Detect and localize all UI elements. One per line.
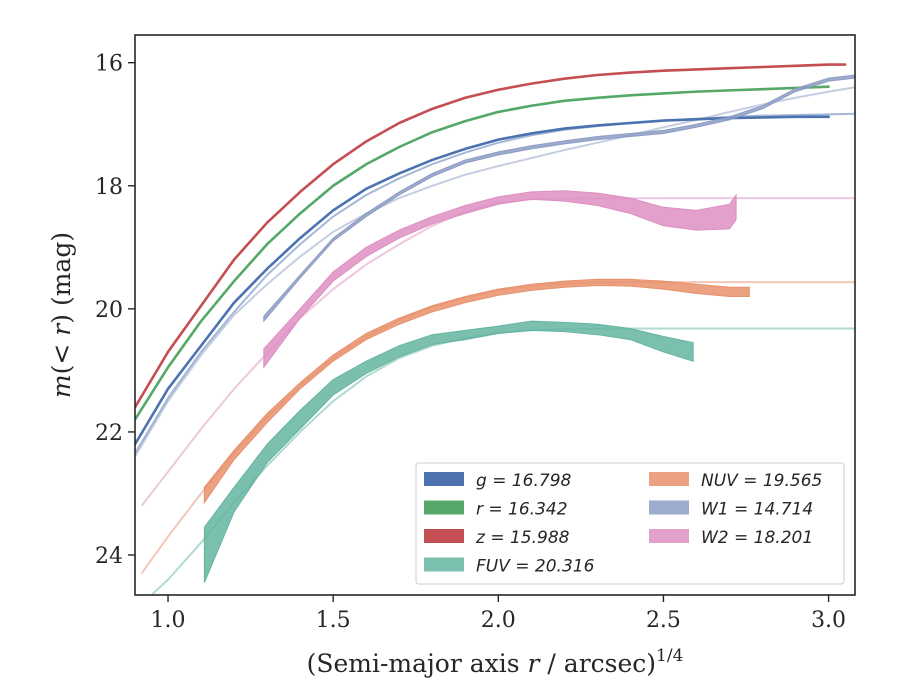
x-tick-label: 2.5 (646, 608, 681, 633)
legend-swatch-fuv (424, 557, 464, 572)
x-axis-label: (Semi-major axis r / arcsec)1/4 (307, 646, 684, 678)
legend-label-nuv: NUV = 19.565 (701, 471, 822, 491)
legend: g = 16.798 r = 16.342 z = 15.988 FUV = 20.3… (415, 462, 845, 585)
legend-swatch-w2 (649, 529, 689, 543)
y-tick-label: 24 (95, 544, 123, 569)
legend-swatch-w1 (649, 500, 689, 515)
plot-frame (134, 34, 856, 596)
x-tick-label: 1.5 (316, 608, 351, 633)
x-tick-label: 1.0 (151, 608, 186, 633)
legend-label-r: r = 16.342 (476, 500, 568, 520)
line-g (135, 115, 830, 446)
legend-swatch-nuv (649, 472, 689, 486)
legend-swatch-g (424, 472, 464, 486)
y-tick-label: 18 (95, 175, 123, 200)
band-w1 (263, 74, 855, 323)
x-tick-label: 2.0 (481, 608, 516, 633)
axis-ticks: 1.0 1.5 2.0 2.5 3.0 16 18 20 22 24 (95, 52, 846, 633)
y-axis-label: m(< r) (mag) (47, 232, 76, 398)
legend-label-g: g = 16.798 (476, 471, 572, 491)
line-z (135, 63, 847, 409)
plot-area (135, 63, 855, 595)
model-line-g (135, 112, 855, 454)
y-tick-label: 22 (95, 421, 123, 446)
legend-swatch-z (424, 529, 464, 543)
line-r (135, 85, 830, 421)
y-tick-label: 20 (95, 298, 123, 323)
legend-swatch-r (424, 500, 464, 515)
y-tick-label: 16 (95, 52, 123, 77)
band-nuv (203, 278, 750, 505)
legend-frame (415, 462, 845, 585)
legend-label-w2: W2 = 18.201 (701, 528, 813, 548)
legend-label-w1: W1 = 14.714 (701, 500, 813, 520)
band-fuv (203, 320, 694, 583)
legend-label-z: z = 15.988 (475, 528, 570, 548)
legend-label-fuv: FUV = 20.316 (476, 557, 595, 577)
model-line-w1 (135, 86, 855, 458)
band-w2 (263, 190, 737, 369)
x-tick-label: 3.0 (811, 608, 846, 633)
